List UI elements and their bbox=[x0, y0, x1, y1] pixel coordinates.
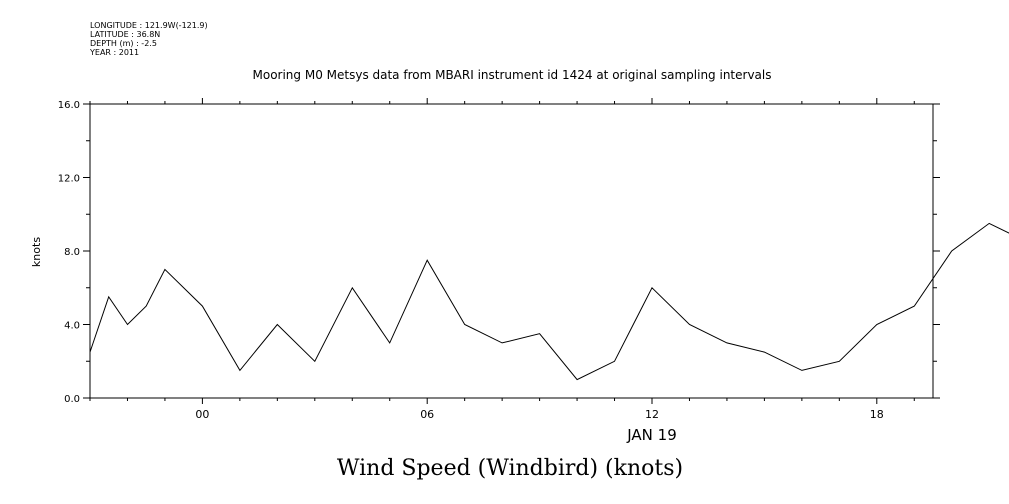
x-hour-tick-label: 06 bbox=[420, 408, 434, 421]
y-tick-label: 16.0 bbox=[58, 100, 80, 111]
y-axis-label: knots bbox=[30, 237, 43, 267]
x-hour-tick-label: 12 bbox=[645, 408, 659, 421]
y-tick-label: 8.0 bbox=[64, 247, 80, 258]
y-tick-label: 4.0 bbox=[64, 321, 80, 332]
y-tick-label: 0.0 bbox=[64, 394, 80, 405]
metadata-depth: DEPTH (m) : -2.5 bbox=[90, 39, 157, 48]
bottom-title: Wind Speed (Windbird) (knots) bbox=[337, 456, 683, 481]
chart-title: Mooring M0 Metsys data from MBARI instru… bbox=[253, 68, 772, 82]
metadata-year: YEAR : 2011 bbox=[90, 48, 140, 57]
metadata-longitude: LONGITUDE : 121.9W(-121.9) bbox=[90, 21, 208, 30]
x-day-label: JAN 19 bbox=[626, 426, 677, 444]
x-hour-tick-label: 00 bbox=[195, 408, 209, 421]
plot-frame bbox=[89, 103, 934, 399]
x-hour-tick-label: 18 bbox=[870, 408, 884, 421]
metadata-latitude: LATITUDE : 36.8N bbox=[90, 30, 161, 39]
y-tick-label: 12.0 bbox=[58, 174, 80, 185]
series-line-wind-speed bbox=[89, 222, 1009, 381]
metadata-block: LONGITUDE : 121.9W(-121.9) LATITUDE : 36… bbox=[90, 21, 208, 57]
